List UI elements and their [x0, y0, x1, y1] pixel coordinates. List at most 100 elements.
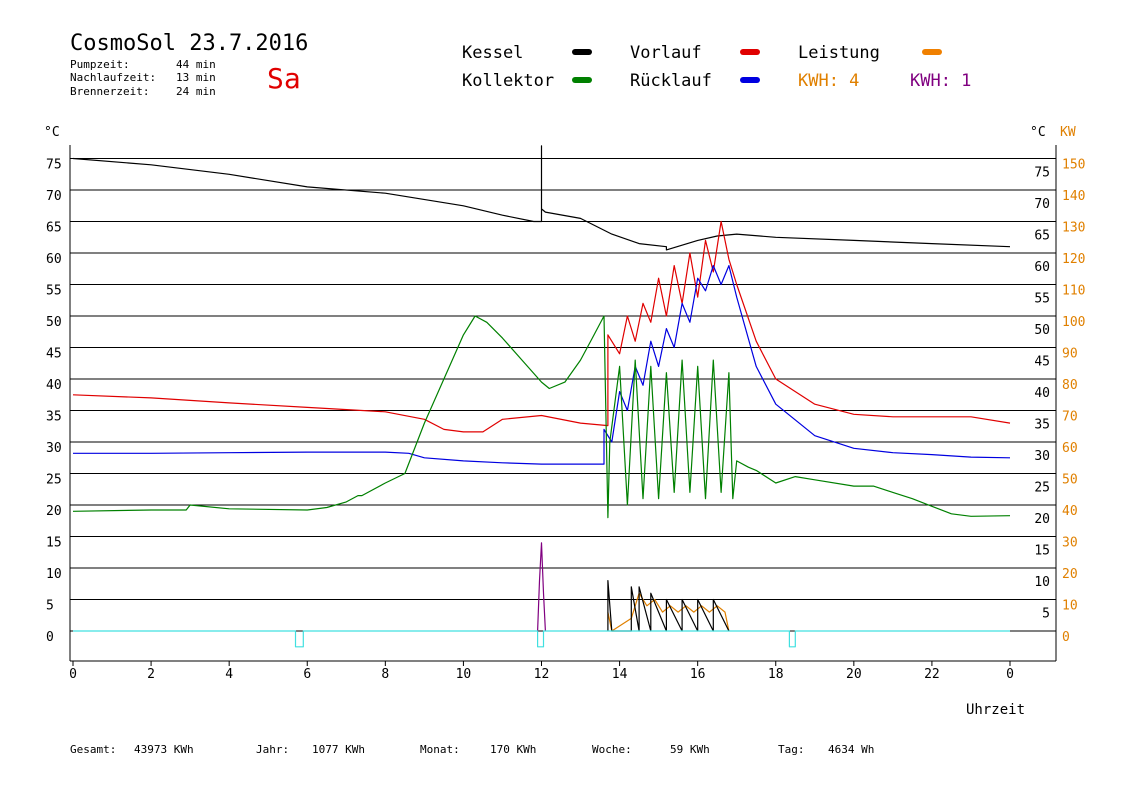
- x-tick-label: 18: [768, 667, 784, 682]
- right-tick-label-kw: 0: [1062, 630, 1070, 645]
- right-tick-label-kw: 120: [1062, 252, 1085, 267]
- right-tick-label-kw: 10: [1062, 599, 1078, 614]
- series-line-vorlauf: [72, 220, 1011, 433]
- series-line-leistung: [607, 579, 730, 632]
- x-tick-label: 2: [147, 667, 155, 682]
- x-tick-labels: 0 2 4 6 8 10 12 14 16 18 20 22 0: [69, 661, 1014, 682]
- series-line-pumpe: [73, 630, 1010, 648]
- left-unit: °C: [44, 125, 60, 140]
- right-tick-label-c: 25: [1034, 481, 1050, 496]
- left-tick-label: 0: [46, 630, 54, 645]
- right-tick-label-kw: 80: [1062, 378, 1078, 393]
- series-line-r-cklauf: [73, 265, 1011, 465]
- right-tick-label-c: 30: [1034, 449, 1050, 464]
- left-tick-label: 10: [46, 567, 62, 582]
- right-tick-label-c: 10: [1034, 575, 1050, 590]
- legend-label-kollektor: Kollektor: [462, 71, 554, 91]
- x-axis-label: Uhrzeit: [966, 702, 1025, 718]
- right-tick-label-c: 15: [1034, 544, 1050, 559]
- left-tick-label: 65: [46, 221, 62, 236]
- left-tick-label: 30: [46, 441, 62, 456]
- x-tick-label: 4: [225, 667, 233, 682]
- legend-swatch-kollektor: [572, 77, 592, 83]
- footer-woche-value: 59 KWh: [670, 743, 710, 756]
- right-unit-c: °C: [1030, 125, 1046, 140]
- right-tick-label-c: 70: [1034, 197, 1050, 212]
- left-tick-label: 25: [46, 473, 62, 488]
- legend-label-kessel: Kessel: [462, 43, 523, 63]
- right-tick-label-c: 20: [1034, 512, 1050, 527]
- right-tick-label-c: 55: [1034, 292, 1050, 307]
- right-tick-label-kw: 90: [1062, 347, 1078, 362]
- weekday: Sa: [267, 62, 301, 95]
- grid-lines: [70, 158, 1056, 632]
- footer-tag-value: 4634 Wh: [828, 743, 874, 756]
- right-tick-label-c: 5: [1042, 607, 1050, 622]
- footer-monat-label: Monat:: [420, 743, 460, 756]
- footer-jahr-value: 1077 KWh: [312, 743, 365, 756]
- footer-woche-label: Woche:: [592, 743, 632, 756]
- nachlauf-time-value: 13 min: [176, 71, 216, 84]
- left-tick-label: 5: [46, 599, 54, 614]
- legend-label-leistung: Leistung: [798, 43, 880, 63]
- right-unit-kw: KW: [1060, 125, 1076, 140]
- legend-swatch-leistung: [922, 49, 942, 55]
- right-tick-label-c: 50: [1034, 323, 1050, 338]
- series-line-kwh-1: [537, 542, 546, 632]
- footer-gesamt-value: 43973 KWh: [134, 743, 194, 756]
- left-tick-label: 45: [46, 347, 62, 362]
- legend-kwh-1: KWH: 1: [910, 71, 971, 91]
- left-tick-label: 70: [46, 189, 62, 204]
- pump-time-value: 44 min: [176, 58, 216, 71]
- left-tick-label: 50: [46, 315, 62, 330]
- right-tick-label-kw: 130: [1062, 221, 1085, 236]
- right-tick-label-kw: 100: [1062, 315, 1085, 330]
- right-tick-label-kw: 40: [1062, 504, 1078, 519]
- right-tick-label-kw: 30: [1062, 536, 1078, 551]
- footer-gesamt-label: Gesamt:: [70, 743, 116, 756]
- right-tick-label-c: 75: [1034, 166, 1050, 181]
- right-tick-label-kw: 110: [1062, 284, 1085, 299]
- burner-time-label: Brennerzeit:: [70, 85, 149, 98]
- x-tick-label: 14: [612, 667, 628, 682]
- x-tick-label: 6: [303, 667, 311, 682]
- right-tick-label-c: 65: [1034, 229, 1050, 244]
- right-tick-label-c: 35: [1034, 418, 1050, 433]
- x-tick-label: 10: [456, 667, 472, 682]
- x-tick-label: 12: [534, 667, 550, 682]
- right-tick-label-kw: 140: [1062, 189, 1085, 204]
- burner-time-value: 24 min: [176, 85, 216, 98]
- left-tick-label: 40: [46, 378, 62, 393]
- series-line-kollektor: [72, 315, 1011, 519]
- x-tick-label: 20: [846, 667, 862, 682]
- footer-tag-label: Tag:: [778, 743, 805, 756]
- left-tick-label: 15: [46, 536, 62, 551]
- right-tick-label-kw: 50: [1062, 473, 1078, 488]
- right-tick-label-c: 60: [1034, 260, 1050, 275]
- x-tick-label: 16: [690, 667, 706, 682]
- footer-monat-value: 170 KWh: [490, 743, 536, 756]
- pump-time-label: Pumpzeit:: [70, 58, 130, 71]
- legend-label-ruecklauf: Rücklauf: [630, 71, 712, 91]
- series-line-kessel: [72, 145, 1011, 251]
- legend-swatch-kessel: [572, 49, 592, 55]
- left-tick-label: 55: [46, 284, 62, 299]
- legend-label-vorlauf: Vorlauf: [630, 43, 702, 63]
- series-lines: [72, 145, 1011, 648]
- left-tick-label: 20: [46, 504, 62, 519]
- right-tick-label-c: 40: [1034, 386, 1050, 401]
- nachlauf-time-label: Nachlaufzeit:: [70, 71, 156, 84]
- right-tick-label-kw: 20: [1062, 567, 1078, 582]
- x-tick-label: 22: [924, 667, 940, 682]
- right-tick-label-kw: 70: [1062, 410, 1078, 425]
- x-tick-label: 8: [381, 667, 389, 682]
- left-tick-label: 60: [46, 252, 62, 267]
- legend-swatch-vorlauf: [740, 49, 760, 55]
- y-tick-labels: 0510152025303540455055606570755101520253…: [46, 158, 1085, 646]
- left-tick-label: 75: [46, 158, 62, 173]
- right-tick-label-kw: 150: [1062, 158, 1085, 173]
- legend-kwh-4: KWH: 4: [798, 71, 859, 91]
- right-tick-label-kw: 60: [1062, 441, 1078, 456]
- right-tick-label-c: 45: [1034, 355, 1050, 370]
